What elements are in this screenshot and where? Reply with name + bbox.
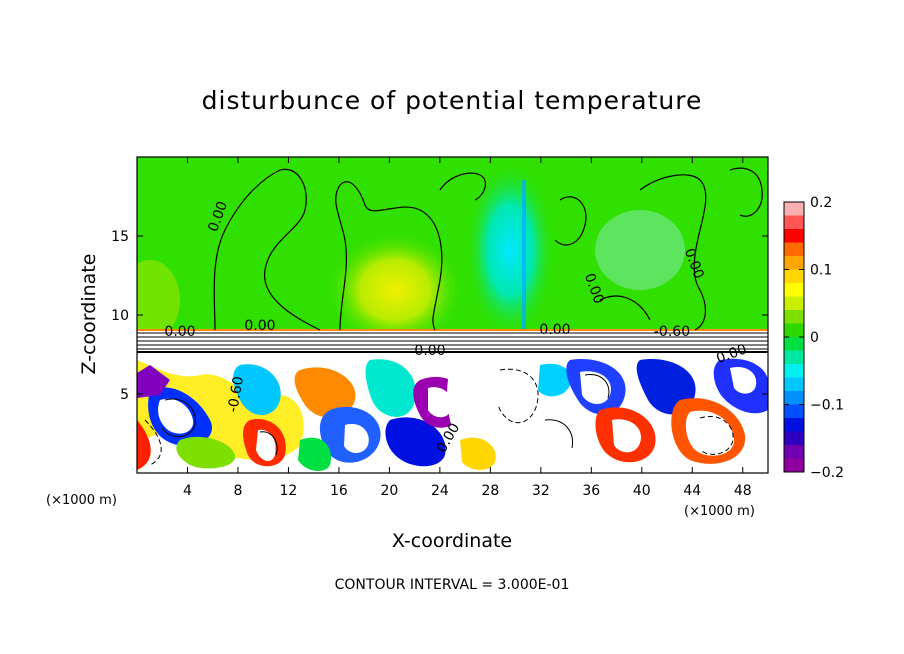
contour-label: -0.60 [654,324,690,340]
colorbar-swatch [784,391,804,405]
colorbar-swatch [784,445,804,459]
colorbar-swatch [784,431,804,446]
colorbar-swatch [784,418,804,432]
x-tick-label: 12 [280,483,298,499]
x-unit-label: (×1000 m) [684,504,755,519]
lower-contours [144,368,734,466]
anomaly-yellow-max [325,230,465,350]
colorbar: 0.2 0.1 0 −0.1 −0.2 [783,195,844,481]
y-axis-label: Z-coordinate [78,254,100,375]
anomaly-right [595,210,685,290]
colorbar-swatch [784,404,804,419]
x-tick-label: 48 [734,483,752,499]
anomaly-left [137,260,180,340]
colorbar-swatch [784,242,804,257]
colorbar-tick-label: −0.2 [810,465,844,481]
colorbar-swatch [784,256,804,270]
x-tick-label: 40 [633,483,651,499]
colorbar-swatch [784,296,804,311]
x-tick-label: 36 [582,483,600,499]
x-tick-label: 20 [380,483,398,499]
x-tick-label: 4 [183,483,192,499]
colorbar-tick-label: −0.1 [810,398,844,414]
colorbar-swatch [784,323,804,338]
contour-interval-note: CONTOUR INTERVAL = 3.000E-01 [334,577,570,593]
colorbar-tick-label: 0.2 [810,195,832,211]
colorbar-tick-label: 0.1 [810,263,832,279]
upper-contours [213,167,763,331]
colorbar-swatch [784,364,804,378]
x-axis: 4 8 12 16 20 24 28 32 36 40 44 48 [183,157,752,499]
colorbar-swatch [784,350,804,365]
x-tick-label: 32 [532,483,550,499]
chart-title: disturbunce of potential temperature [201,86,703,115]
field-layer [137,157,768,473]
colorbar-swatch [784,458,804,473]
tropopause-contours [137,332,768,353]
colorbar-swatch [784,310,804,324]
contour-label: 0.00 [539,322,570,338]
colorbar-swatch [784,283,804,297]
colorbar-swatch [784,337,804,351]
x-tick-label: 16 [330,483,348,499]
x-tick-label: 8 [233,483,242,499]
y-tick-label: 15 [111,229,129,245]
x-tick-label: 24 [431,483,449,499]
y-tick-label: 5 [120,387,129,403]
colorbar-tick-label: 0 [810,330,819,346]
colorbar-swatch [784,229,804,243]
contour-label: -0.60 [225,375,247,413]
contour-label: 0.00 [414,343,445,359]
x-tick-label: 44 [683,483,701,499]
z-unit-label: (×1000 m) [46,493,117,508]
anomaly-cyan-plume [465,160,555,340]
colorbar-swatch [784,377,804,392]
turbulent-eddies [137,358,768,472]
colorbar-swatch [784,269,804,284]
colorbar-swatch [784,202,804,216]
plume-core [522,180,526,330]
x-tick-label: 28 [481,483,499,499]
colorbar-swatch [784,215,804,230]
y-axis: 5 10 15 [111,229,768,403]
y-tick-label: 10 [111,308,129,324]
contour-label: 0.00 [164,324,195,340]
contour-label: 0.00 [244,318,275,334]
x-axis-label: X-coordinate [392,530,512,552]
